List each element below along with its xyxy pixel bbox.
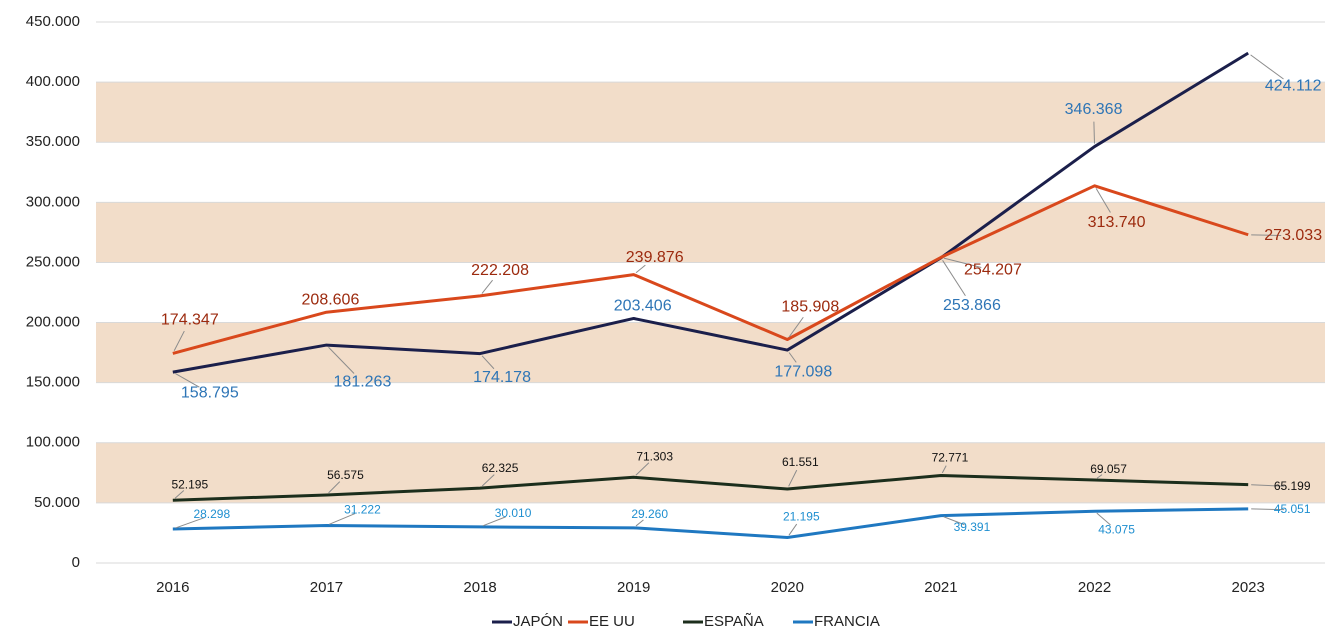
band xyxy=(96,442,1325,503)
data-label: 203.406 xyxy=(614,298,672,315)
leader-line xyxy=(1093,121,1095,144)
y-tick-label: 350.000 xyxy=(26,133,80,150)
x-tick-label: 2022 xyxy=(1078,579,1111,596)
leader-line xyxy=(481,355,495,370)
legend-label: JAPÓN xyxy=(513,613,563,630)
series-line xyxy=(172,51,1249,374)
y-tick-label: 100.000 xyxy=(26,434,80,451)
leader-line xyxy=(175,373,200,388)
data-label: 254.207 xyxy=(964,262,1022,279)
data-label: 72.771 xyxy=(932,451,969,465)
data-label: 174.178 xyxy=(473,369,531,386)
data-label: 177.098 xyxy=(774,363,832,380)
data-label: 313.740 xyxy=(1088,214,1146,231)
y-tick-label: 0 xyxy=(72,554,80,571)
leader-line xyxy=(1251,234,1282,236)
x-tick-label: 2023 xyxy=(1232,579,1265,596)
leader-line xyxy=(1096,512,1111,526)
y-tick-label: 150.000 xyxy=(26,374,80,391)
leader-line xyxy=(328,346,355,374)
data-label: 21.195 xyxy=(783,510,820,524)
leader-line xyxy=(1250,54,1284,80)
data-label: 31.222 xyxy=(344,503,381,517)
band xyxy=(96,202,1325,263)
x-tick-label: 2020 xyxy=(771,579,804,596)
leader-line xyxy=(481,474,495,487)
legend-label: ESPAÑA xyxy=(704,613,764,630)
leader-line xyxy=(328,481,341,494)
data-label: 69.057 xyxy=(1090,462,1127,476)
data-label: 39.391 xyxy=(954,520,991,534)
series-line xyxy=(172,184,1249,355)
leader-line xyxy=(173,330,185,351)
leader-line xyxy=(175,517,205,529)
data-label: 71.303 xyxy=(636,449,673,463)
y-tick-label: 50.000 xyxy=(34,494,80,511)
data-label: 174.347 xyxy=(161,312,219,329)
data-label: 56.575 xyxy=(327,468,364,482)
band xyxy=(96,322,1325,383)
leader-line xyxy=(635,264,646,274)
legend-label: FRANCIA xyxy=(814,613,880,630)
data-label: 253.866 xyxy=(943,297,1001,314)
leader-line xyxy=(943,516,965,526)
leader-line xyxy=(635,462,650,476)
data-label: 29.260 xyxy=(631,507,668,521)
leader-line xyxy=(788,469,798,487)
data-label: 30.010 xyxy=(495,506,532,520)
y-tick-label: 200.000 xyxy=(26,314,80,331)
data-label: 65.199 xyxy=(1274,479,1311,493)
data-label: 52.195 xyxy=(171,477,208,491)
x-tick-label: 2017 xyxy=(310,579,343,596)
data-label: 273.033 xyxy=(1264,227,1322,244)
leader-line xyxy=(943,257,982,268)
x-tick-label: 2019 xyxy=(617,579,650,596)
data-label: 61.551 xyxy=(782,455,819,469)
band xyxy=(96,82,1325,143)
leader-line xyxy=(481,279,493,294)
leader-line xyxy=(174,490,185,499)
leader-line xyxy=(788,352,797,363)
data-label: 424.112 xyxy=(1265,77,1322,94)
leader-line xyxy=(482,516,506,527)
data-label: 181.263 xyxy=(334,373,392,390)
data-label: 222.208 xyxy=(471,262,529,279)
data-label: 346.368 xyxy=(1065,101,1123,118)
x-tick-label: 2016 xyxy=(156,579,189,596)
leader-line xyxy=(1095,188,1111,213)
data-label: 28.298 xyxy=(193,507,230,521)
y-tick-label: 300.000 xyxy=(26,193,80,210)
data-label: 62.325 xyxy=(482,461,519,475)
x-tick-label: 2021 xyxy=(924,579,957,596)
leader-line xyxy=(635,519,644,527)
y-tick-label: 250.000 xyxy=(26,253,80,270)
data-label: 239.876 xyxy=(626,249,684,266)
y-tick-label: 450.000 xyxy=(26,13,80,30)
x-tick-label: 2018 xyxy=(463,579,496,596)
leader-line xyxy=(1096,474,1103,479)
leader-line xyxy=(329,513,356,525)
leader-line xyxy=(1251,484,1285,487)
leader-line xyxy=(788,316,804,338)
series-line xyxy=(172,507,1249,540)
leader-line xyxy=(941,465,947,474)
data-label: 185.908 xyxy=(781,299,839,316)
leader-line xyxy=(942,260,966,296)
data-label: 43.075 xyxy=(1098,522,1135,536)
data-label: 158.795 xyxy=(181,384,239,401)
y-tick-label: 400.000 xyxy=(26,73,80,90)
data-label: 208.606 xyxy=(302,291,360,308)
legend-label: EE UU xyxy=(589,613,635,630)
leader-line xyxy=(788,523,798,536)
series-line xyxy=(172,474,1249,502)
leader-line xyxy=(1251,508,1285,511)
data-label: 45.051 xyxy=(1274,502,1311,516)
